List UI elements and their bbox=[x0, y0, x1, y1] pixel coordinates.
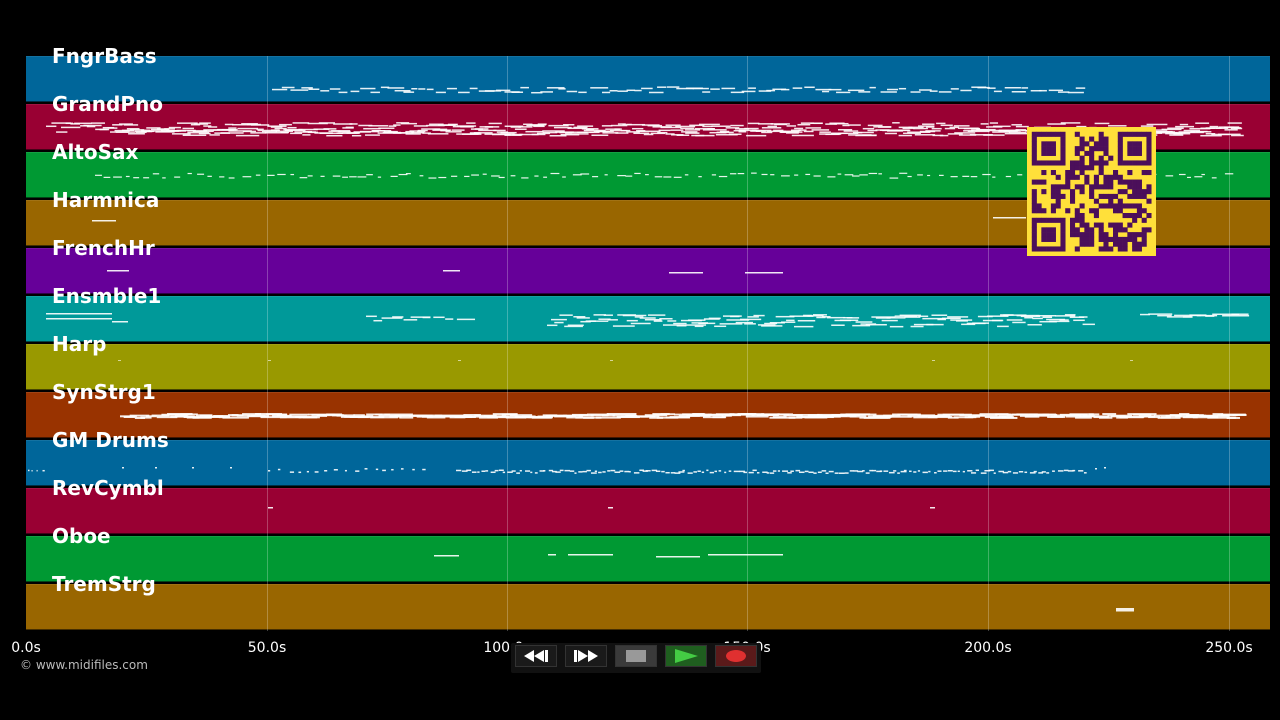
stop-icon bbox=[626, 650, 646, 662]
gridline bbox=[1229, 56, 1230, 631]
time-tick-label: 250.0s bbox=[1205, 640, 1253, 656]
track-lane bbox=[26, 584, 1270, 630]
track-label: Ensmble1 bbox=[52, 284, 162, 308]
track-label: AltoSax bbox=[52, 140, 139, 164]
fast-forward-button[interactable] bbox=[565, 645, 607, 667]
track-lane bbox=[26, 344, 1270, 390]
qr-code-icon bbox=[1027, 127, 1156, 256]
play-icon bbox=[675, 649, 698, 663]
fast-forward-icon bbox=[574, 650, 598, 662]
time-tick-label: 50.0s bbox=[247, 640, 287, 656]
track-label: RevCymbl bbox=[52, 476, 164, 500]
gridline bbox=[747, 56, 748, 631]
track-label: FrenchHr bbox=[52, 236, 155, 260]
play-button[interactable] bbox=[665, 645, 707, 667]
track-lane bbox=[26, 296, 1270, 342]
track-label: FngrBass bbox=[52, 44, 157, 68]
track-label: Harp bbox=[52, 332, 107, 356]
track-lane bbox=[26, 488, 1270, 534]
time-tick-label: 0.0s bbox=[11, 640, 41, 656]
track-label: Oboe bbox=[52, 524, 111, 548]
track-label: SynStrg1 bbox=[52, 380, 156, 404]
track-lane bbox=[26, 392, 1270, 438]
track-lane bbox=[26, 440, 1270, 486]
gridline bbox=[988, 56, 989, 631]
track-lane bbox=[26, 56, 1270, 102]
track-label: GM Drums bbox=[52, 428, 169, 452]
gridline bbox=[507, 56, 508, 631]
track-label: Harmnica bbox=[52, 188, 160, 212]
record-button[interactable] bbox=[715, 645, 757, 667]
rewind-icon bbox=[524, 650, 548, 662]
track-lane bbox=[26, 536, 1270, 582]
playback-controls bbox=[511, 643, 761, 673]
stop-button[interactable] bbox=[615, 645, 657, 667]
gridline bbox=[267, 56, 268, 631]
time-tick-label: 200.0s bbox=[964, 640, 1012, 656]
track-label: TremStrg bbox=[52, 572, 156, 596]
rewind-button[interactable] bbox=[515, 645, 557, 667]
record-icon bbox=[726, 650, 746, 662]
copyright-notice: © www.midifiles.com bbox=[20, 658, 148, 672]
track-label: GrandPno bbox=[52, 92, 163, 116]
